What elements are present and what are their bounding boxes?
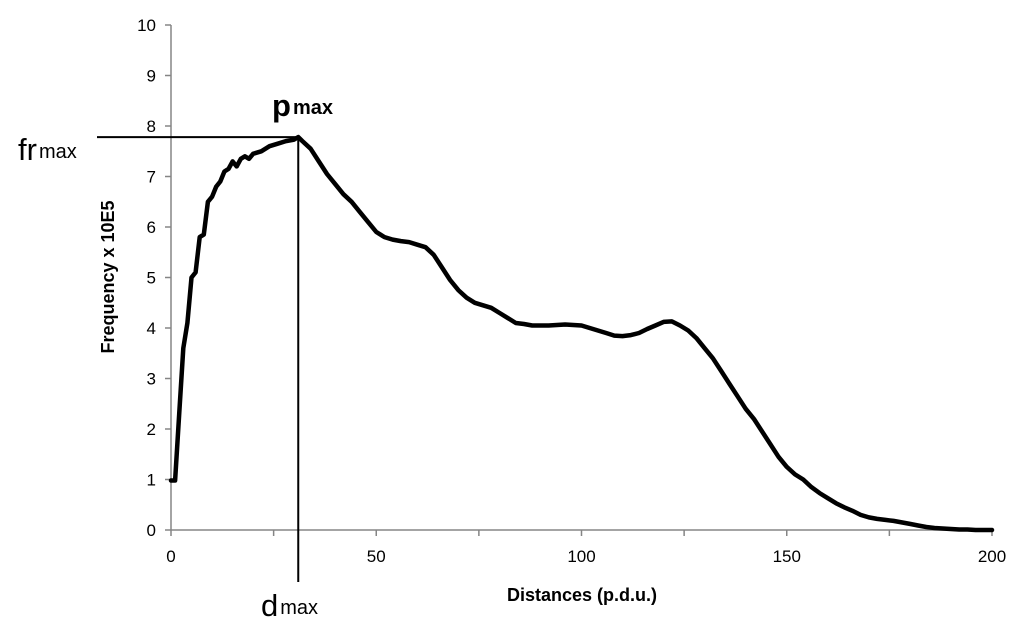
y-tick-label-10: 10 xyxy=(137,16,156,35)
x-tick-label-50: 50 xyxy=(367,547,386,566)
y-tick-label-4: 4 xyxy=(147,319,156,338)
x-tick-label-0: 0 xyxy=(166,547,175,566)
y-axis-title: Frequency x 10E5 xyxy=(98,200,118,353)
d-max-label-sub: max xyxy=(280,597,318,619)
peak-guide-lines xyxy=(97,136,300,582)
y-tick-label-6: 6 xyxy=(147,218,156,237)
y-tick-label-2: 2 xyxy=(147,420,156,439)
peak-label-sub: max xyxy=(293,97,333,119)
x-axis-title: Distances (p.d.u.) xyxy=(507,585,657,605)
y-tick-label-7: 7 xyxy=(147,168,156,187)
x-tick-label-150: 150 xyxy=(773,547,801,566)
fr-max-label: fr max xyxy=(18,132,77,167)
peak-label-main: p xyxy=(272,88,291,123)
y-tick-label-5: 5 xyxy=(147,269,156,288)
frequency-line xyxy=(168,134,995,533)
series-layer xyxy=(168,134,995,533)
x-tick-label-200: 200 xyxy=(978,547,1006,566)
fr-max-label-main: fr xyxy=(18,132,37,167)
d-max-label-main: d xyxy=(261,588,278,623)
y-tick-label-9: 9 xyxy=(147,67,156,86)
d-max-label: d max xyxy=(261,588,318,623)
y-tick-label-3: 3 xyxy=(147,370,156,389)
y-tick-label-8: 8 xyxy=(147,117,156,136)
fr-max-label-sub: max xyxy=(39,141,77,163)
y-tick-label-0: 0 xyxy=(147,521,156,540)
x-tick-label-100: 100 xyxy=(567,547,595,566)
peak-label: p max xyxy=(272,88,333,123)
y-tick-label-1: 1 xyxy=(147,471,156,490)
